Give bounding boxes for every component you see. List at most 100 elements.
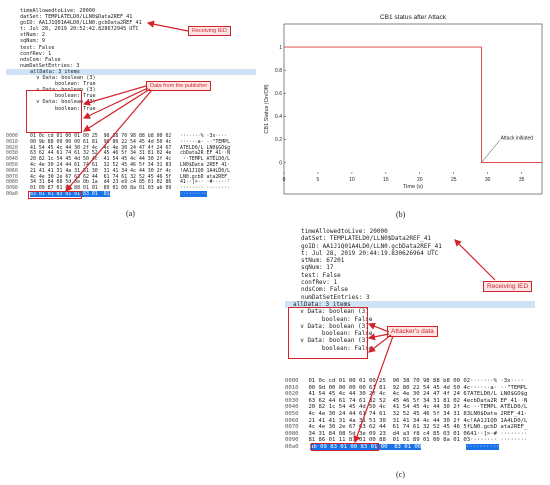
tree-line[interactable]: confRev: 1 (20, 50, 52, 57)
tree-line[interactable]: timeAllowedtoLive: 20000 (301, 228, 388, 235)
y-tick-label: 0.8 (275, 68, 282, 74)
hex-ascii: 41··]>·# ········ (470, 430, 528, 437)
y-tick-label: 0.6 (275, 91, 282, 97)
hex-ascii: ·······% ·3x···· (470, 378, 524, 384)
hex-ascii-selected[interactable]: ········· (180, 190, 207, 197)
hex-row: 0080 34 31 84 08 5d 3e 09 23 d4 a3 f8 c4 … (285, 431, 535, 438)
hex-bytes: 63 62 44 61 74 61 32 52 45 46 5f 34 31 8… (308, 397, 471, 404)
tree-line[interactable]: ndsCom: False (301, 286, 348, 294)
hex-offset: 0010 (285, 384, 299, 391)
tree-line[interactable]: sqNum: 17 (301, 264, 334, 272)
tree-line[interactable]: confRev: 1 (301, 279, 338, 287)
x-tick-label: 0 (283, 177, 286, 183)
hex-row: 0060 21 41 41 31 4a 31 51 30 31 41 34 4c … (285, 418, 535, 425)
tree-line[interactable]: boolean: False (293, 315, 373, 323)
tree-line[interactable]: stNum: 2 (20, 32, 45, 39)
y-tick-label: 0.4 (275, 114, 282, 120)
hex-row: 0070 4c 4e 30 2e 67 63 62 44 61 74 61 32 … (285, 424, 535, 431)
tree-line[interactable]: timeAllowedtoLive: 20000 (20, 8, 95, 14)
hex-offset: 0000 (6, 133, 18, 139)
hex-bytes: 20 82 1c 54 45 4d 50 4c 41 54 45 4c 44 3… (308, 404, 471, 411)
hex-bytes-selected[interactable]: 83 01 01 83 01 01 83 01 01 (30, 190, 110, 197)
tree-line[interactable]: ndsCom: False (20, 56, 61, 63)
hex-bytes: 4c 4e 30 24 44 61 74 61 32 52 45 46 5f 3… (308, 410, 471, 417)
tree-line-alldata-selected[interactable]: allData: 3 items (6, 68, 256, 76)
hex-offset: 0020 (285, 391, 299, 398)
tree-line[interactable]: v Data: boolean (3) (293, 308, 369, 316)
receiving-ied-annotation: Receiving IED (188, 26, 231, 36)
hex-ascii-selected[interactable]: ·········· (465, 443, 500, 450)
tree-line[interactable]: datSet: TEMPLATELD0/LLN0$Data2REF_41 (20, 14, 133, 21)
hex-ascii: !AA1J1Q0 1A4LD0/L (470, 417, 528, 424)
hex-ascii: 41··]>·· ·#······ (180, 179, 231, 186)
hex-row: 0000 01 0c cd 01 00 01 00 25 90 38 70 98 … (285, 378, 535, 385)
hex-offset: 0080 (6, 179, 18, 186)
tree-line[interactable]: datSet: TEMPLATELD0/LLN0$Data2REF_41 (301, 235, 432, 243)
hex-row: 0010 00 9d 00 00 00 00 61 81 92 80 22 54 … (285, 385, 535, 392)
hex-bytes: 01 0c cd 01 00 01 00 25 90 38 70 98 88 b… (308, 378, 471, 384)
tree-line-alldata-selected[interactable]: allData: 3 items (285, 300, 535, 309)
hex-ascii: ······a· ··"TEMPL (180, 138, 231, 145)
tree-line[interactable]: sqNum: 9 (20, 38, 45, 45)
hex-offset: 0040 (6, 156, 18, 163)
hex-ascii: cbData2R EF_41··N (470, 397, 528, 404)
x-tick-label: 10 (349, 177, 355, 183)
hex-ascii: ·······% ·3x···· (180, 133, 228, 139)
receiving-ied-annotation: Receiving IED (483, 281, 533, 292)
tree-line[interactable]: goID: AA1J1Q01A4LD0/LLN0.gcbData2REF_41 (301, 242, 442, 250)
hex-dump-pane[interactable]: 0000 01 0c cd 01 00 01 00 25 90 38 70 98 … (6, 133, 256, 198)
publisher-data-box (26, 90, 82, 133)
hex-offset: 0070 (285, 424, 299, 431)
attacker-data-box (288, 307, 368, 359)
plot-area (283, 23, 543, 195)
tree-line[interactable]: v Data: boolean (3) (30, 75, 96, 82)
panel-b-chart: CB1 status after Attack 0 0.2 0.4 0.6 0.8 1 0… (262, 10, 546, 210)
tree-line[interactable]: t: Jul 28, 2019 20:44:19.830626964 UTC (301, 249, 439, 257)
hex-row: 0030 63 62 44 61 74 61 32 52 45 46 5f 34 … (285, 398, 535, 405)
panel-a-wireshark: timeAllowedtoLive: 20000 datSet: TEMPLAT… (6, 8, 256, 208)
tree-line[interactable]: test: False (301, 271, 341, 279)
tree-line[interactable]: t: Jul 28, 2019 20:52:42.828672945 UTC (20, 26, 139, 33)
y-tick-label: 0 (279, 160, 282, 166)
hex-offset: 0080 (285, 430, 299, 437)
tree-line[interactable]: numDatSetEntries: 3 (20, 62, 80, 69)
x-tick-label: 30 (485, 177, 491, 183)
hex-bytes-selected[interactable]: ab 09 83 01 00 83 01 00 83 01 00 (310, 443, 422, 450)
caption-c: (c) (396, 470, 405, 479)
hex-ascii: LN0$Data 2REF_41· (470, 410, 528, 417)
publisher-data-annotation: Data from the publisher (146, 81, 212, 91)
hex-offset: 0060 (6, 167, 18, 174)
hex-row-highlighted: 00a0 ab 09 83 01 00 83 01 00 83 01 00 ····… (285, 443, 535, 451)
hex-offset: 00a0 (285, 443, 299, 450)
hex-ascii: ATELD0/L LN0$GO$g (180, 144, 231, 151)
hex-ascii: !AA1J1Q0 1A4LD0/L (180, 167, 231, 174)
tree-line[interactable]: v Data: boolean (3) (293, 322, 369, 330)
cb1-status-series (284, 46, 542, 163)
hex-ascii: ··TEMPL ATELD0/L (470, 404, 528, 411)
attackers-data-annotation: Attacker's data (387, 326, 438, 337)
hex-bytes: 00 9d 00 00 00 00 61 81 92 80 22 54 45 4… (308, 384, 471, 391)
attack-initiated-label: Attack initiated (501, 135, 534, 141)
tree-line[interactable]: boolean: True (30, 81, 96, 88)
tree-line[interactable]: boolean: False (293, 330, 373, 338)
caption-b: (b) (396, 210, 406, 219)
hex-offset: 0020 (6, 144, 18, 151)
x-tick-label: 20 (417, 177, 423, 183)
tree-line[interactable]: goID: AA1J1Q01A4LD0/LLN0.gcbData2REF_41 (20, 20, 142, 27)
hex-dump-pane[interactable]: 0000 01 0c cd 01 00 01 00 25 90 38 70 98 … (285, 378, 535, 451)
tree-line[interactable]: stNum: 67201 (301, 257, 345, 265)
x-tick-label: 25 (451, 177, 457, 183)
hex-offset: 0050 (6, 161, 18, 168)
tree-line[interactable]: numDatSetEntries: 3 (301, 293, 370, 301)
tree-line[interactable]: test: False (20, 44, 55, 51)
hex-bytes: 41 54 45 4c 44 30 2f 4c 4c 4e 30 24 47 4… (308, 391, 471, 398)
x-tick-label: 35 (519, 177, 525, 183)
y-axis-label: CB1 Status (On/Off) (264, 84, 270, 133)
hex-offset: 0010 (6, 138, 18, 145)
x-axis-ticks: 0 5 10 15 20 25 30 35 (283, 172, 525, 183)
x-tick-label: 15 (383, 177, 389, 183)
hex-offset: 0030 (6, 150, 18, 157)
hex-offset: 0040 (285, 404, 299, 411)
hex-bytes: 21 41 41 31 4a 31 51 30 31 41 34 4c 44 3… (308, 417, 471, 424)
hex-ascii: ········ ········ (180, 185, 231, 192)
